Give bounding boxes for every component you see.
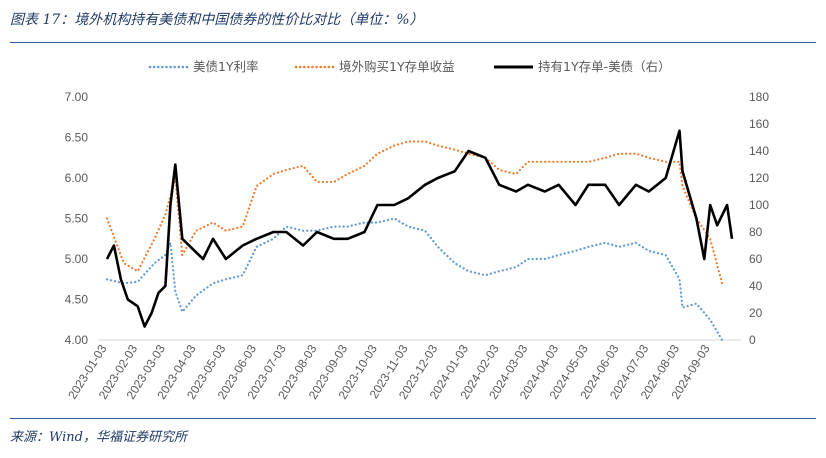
cd-minus-treasury-spread-line bbox=[105, 129, 734, 328]
y-left-tick-label: 4.00 bbox=[65, 333, 89, 347]
bottom-rule bbox=[10, 418, 816, 419]
legend-label-overseas: 境外购买1Y存单收益 bbox=[339, 59, 455, 74]
legend-label-spread: 持有1Y存单-美债（右） bbox=[538, 59, 671, 74]
y-left-tick-label: 6.00 bbox=[65, 171, 89, 185]
legend: 美债1Y利率 境外购买1Y存单收益 持有1Y存单-美债（右） bbox=[148, 59, 671, 74]
x-axis: 2023-01-032023-02-032023-03-032023-04-03… bbox=[65, 342, 713, 402]
us-treasury-1y-line bbox=[105, 217, 724, 342]
legend-label-us-treasury: 美债1Y利率 bbox=[193, 59, 259, 74]
y-left-tick-label: 6.50 bbox=[65, 131, 89, 145]
y-left-tick-label: 5.00 bbox=[65, 252, 89, 266]
source-note: 来源：Wind，华福证券研究所 bbox=[10, 430, 187, 445]
y-right-tick-label: 100 bbox=[749, 198, 769, 212]
y-left-tick-label: 7.00 bbox=[65, 90, 89, 104]
y-left-tick-label: 4.50 bbox=[65, 293, 89, 307]
left-axis: 4.00 4.50 5.00 5.50 6.00 6.50 7.00 bbox=[65, 90, 89, 347]
top-rule bbox=[10, 42, 816, 43]
y-right-tick-label: 0 bbox=[749, 333, 756, 347]
series-layer bbox=[105, 129, 734, 342]
y-right-tick-label: 20 bbox=[749, 306, 763, 320]
chart-title: 图表 17：境外机构持有美债和中国债券的性价比对比（单位：%） bbox=[10, 12, 424, 28]
right-axis: 0 20 40 60 80 100 120 140 160 180 bbox=[749, 90, 769, 347]
y-right-tick-label: 40 bbox=[749, 279, 763, 293]
y-right-tick-label: 120 bbox=[749, 171, 769, 185]
overseas-cd-yield-line bbox=[105, 140, 724, 285]
y-right-tick-label: 60 bbox=[749, 252, 763, 266]
y-right-tick-label: 180 bbox=[749, 90, 769, 104]
y-right-tick-label: 140 bbox=[749, 144, 769, 158]
y-right-tick-label: 160 bbox=[749, 117, 769, 131]
y-left-tick-label: 5.50 bbox=[65, 212, 89, 226]
y-right-tick-label: 80 bbox=[749, 225, 763, 239]
